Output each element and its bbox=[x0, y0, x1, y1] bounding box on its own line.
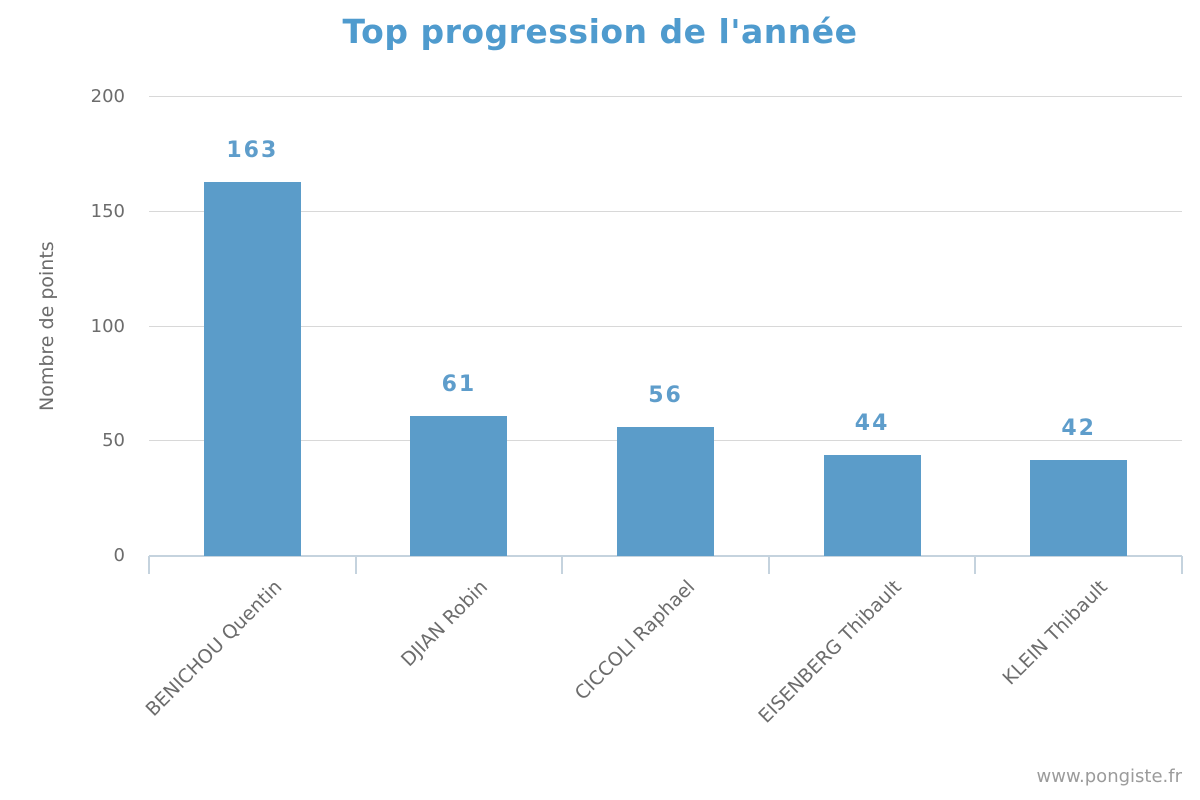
bar[interactable] bbox=[617, 427, 714, 556]
x-category-label: KLEIN Thibault bbox=[998, 576, 1113, 690]
x-category-label: BENICHOU Quentin bbox=[141, 576, 286, 721]
y-tick-label: 0 bbox=[113, 545, 125, 566]
bar[interactable] bbox=[823, 455, 921, 556]
chart-title: Top progression de l'année bbox=[342, 12, 858, 51]
gridline bbox=[149, 96, 1182, 97]
y-tick-label: 150 bbox=[90, 200, 125, 222]
bar[interactable] bbox=[410, 416, 508, 556]
bar[interactable] bbox=[1030, 459, 1128, 556]
x-axis-tick bbox=[1181, 556, 1183, 574]
x-category-label: EISENBERG Thibault bbox=[754, 576, 906, 728]
watermark: www.pongiste.fr bbox=[1036, 766, 1182, 787]
bar-value-label: 61 bbox=[441, 372, 477, 397]
x-axis-tick bbox=[767, 556, 770, 574]
x-category-label: DJIAN Robin bbox=[397, 576, 493, 672]
x-axis-tick bbox=[354, 556, 357, 574]
y-tick-label: 50 bbox=[102, 430, 125, 452]
x-axis-tick bbox=[561, 556, 564, 574]
gridline bbox=[149, 210, 1182, 212]
x-axis-line bbox=[149, 555, 1182, 557]
bar-value-label: 163 bbox=[226, 137, 279, 163]
bar-value-label: 56 bbox=[648, 383, 683, 409]
gridline bbox=[149, 325, 1182, 327]
x-category-label: CICCOLI Raphael bbox=[570, 576, 700, 705]
bar-value-label: 42 bbox=[1061, 415, 1096, 441]
y-tick-label: 100 bbox=[90, 315, 125, 337]
bar-value-label: 44 bbox=[854, 411, 890, 437]
y-tick-label: 200 bbox=[90, 86, 125, 107]
x-axis-tick bbox=[148, 556, 150, 574]
x-axis-tick bbox=[974, 556, 977, 574]
bar[interactable] bbox=[203, 181, 301, 556]
